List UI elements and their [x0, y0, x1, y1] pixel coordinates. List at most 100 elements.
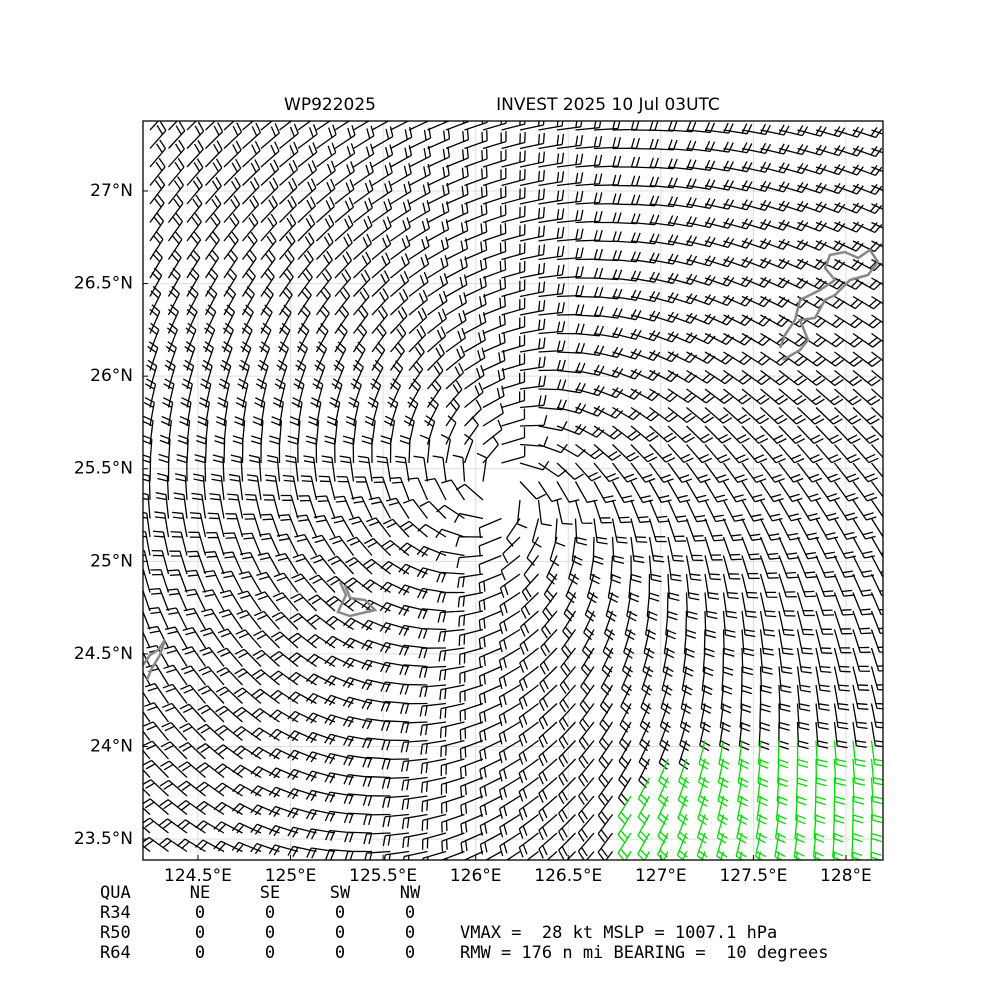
wind-barb [334, 323, 348, 353]
wind-barb [278, 286, 293, 316]
wind-barb [852, 703, 868, 730]
wind-barb [459, 758, 484, 779]
wind-barb [180, 684, 206, 704]
wind-barb [760, 425, 787, 444]
wind-barb [342, 696, 373, 708]
wind-barb [282, 474, 299, 501]
wind-barb [538, 758, 558, 785]
wind-barb [630, 536, 645, 564]
wind-barb [704, 444, 731, 464]
wind-barb [518, 832, 539, 858]
wind-barb [685, 481, 710, 503]
wind-barb [279, 232, 296, 260]
wind-barb [797, 444, 823, 464]
wind-barb [316, 121, 331, 131]
wind-barb [519, 133, 545, 150]
wind-barb [164, 359, 176, 390]
wind-barb [659, 721, 671, 752]
wind-barb [704, 294, 735, 306]
wind-barb [686, 294, 716, 306]
wind-barb [371, 144, 394, 168]
wind-barb [316, 160, 336, 187]
wind-barb [463, 416, 479, 445]
table-cell: 0 [335, 923, 345, 943]
wind-barb [871, 369, 883, 381]
wind-barb [778, 258, 809, 270]
wind-barb [797, 258, 827, 271]
wind-barb [556, 190, 584, 205]
wind-barb [232, 745, 262, 760]
wind-barb [621, 647, 634, 678]
wind-barb [498, 684, 521, 708]
wind-barb [852, 314, 882, 329]
wind-barb [254, 397, 266, 427]
wind-barb [398, 584, 428, 596]
wind-barb [736, 814, 748, 844]
wind-barb [269, 709, 299, 723]
wind-barb [519, 188, 545, 205]
wind-barb [618, 758, 632, 788]
wind-barb [482, 367, 506, 390]
wind-barb [649, 444, 676, 463]
x-tick-label: 126°E [450, 866, 502, 886]
wind-barb [482, 402, 504, 427]
wind-barb [667, 254, 698, 266]
wind-barb [778, 592, 796, 617]
wind-barb [458, 647, 484, 665]
wind-barb [741, 351, 771, 366]
wind-barb [143, 721, 170, 741]
wind-barb [760, 143, 790, 155]
wind-barb [556, 402, 587, 414]
wind-barb [151, 549, 170, 575]
wind-barb [352, 359, 364, 390]
wind-barb [327, 555, 354, 575]
wind-barb [274, 378, 286, 408]
wind-barb [316, 232, 334, 260]
wind-barb [269, 670, 299, 686]
wind-barb [231, 841, 262, 853]
wind-barb [870, 610, 883, 635]
wind-barb [815, 369, 844, 386]
wind-barb [313, 514, 336, 538]
wind-barb [796, 629, 813, 655]
wind-barb [399, 683, 428, 695]
wind-barb [346, 536, 373, 556]
wind-barb [519, 337, 546, 353]
wind-barb [593, 425, 623, 440]
wind-barb [612, 368, 642, 380]
wind-barb [441, 479, 466, 501]
wind-barb [815, 240, 846, 252]
wind-barb [382, 832, 410, 847]
wind-barb [871, 295, 883, 305]
wind-barb [178, 741, 206, 760]
wind-barb [464, 365, 485, 390]
wind-barb [167, 176, 185, 205]
wind-barb [612, 213, 641, 225]
wind-barb [278, 514, 299, 538]
wind-barb [778, 444, 805, 464]
wind-barb [387, 396, 399, 427]
wind-barb [667, 197, 697, 209]
wind-barb [597, 832, 614, 860]
wind-barb [796, 666, 812, 693]
wind-barb [759, 555, 779, 579]
wind-barb [648, 518, 667, 543]
wind-barb [175, 473, 188, 501]
wind-barb [538, 227, 565, 242]
wind-barb [379, 581, 410, 594]
wind-barb [760, 219, 790, 231]
wind-barb [685, 462, 711, 484]
wind-barb [371, 162, 393, 187]
wind-barb [147, 625, 170, 649]
wind-barb [778, 462, 804, 483]
wind-barb [499, 813, 521, 838]
wind-barb [407, 477, 429, 501]
wind-barb [295, 359, 307, 390]
wind-barb [225, 513, 244, 538]
wind-barb [181, 378, 193, 408]
wind-barb [440, 776, 465, 795]
wind-barb [278, 341, 290, 371]
wind-barb [717, 758, 729, 789]
wind-barb [269, 435, 281, 464]
wind-barb [445, 129, 469, 150]
